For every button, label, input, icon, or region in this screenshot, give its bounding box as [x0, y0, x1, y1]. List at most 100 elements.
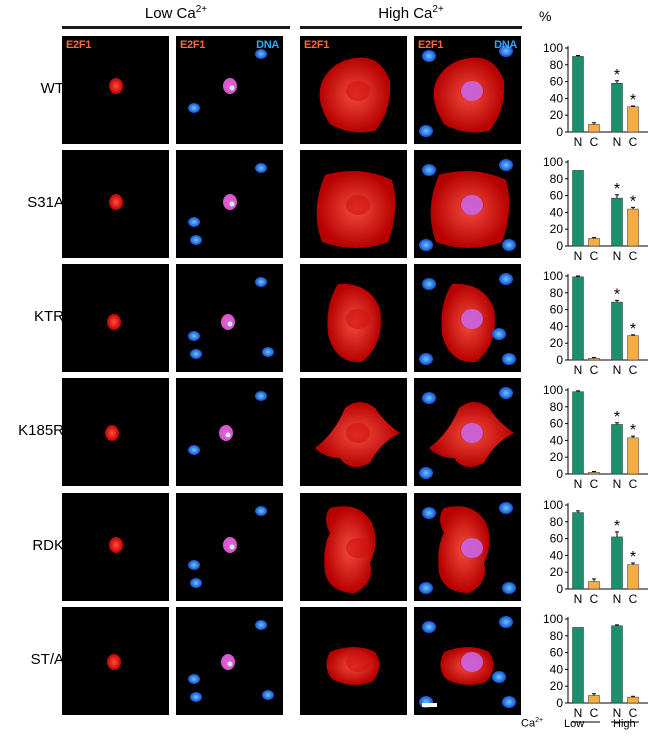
e2f1-channel-label: E2F1 [66, 39, 92, 51]
micrograph-high-merge [414, 378, 521, 486]
y-tick-label: 0 [556, 696, 563, 710]
bar-chart-rdk: 0 20 40 60 80 100 N C * N * C [536, 497, 650, 613]
row-label: K185R [18, 422, 64, 439]
bar-chart-ktr: 0 20 40 60 80 100 N C * N * C [536, 268, 650, 384]
y-tick-label: 100 [543, 383, 563, 397]
micrograph-low-e2f1: E2F1 [62, 36, 169, 144]
x-category-label: N [574, 592, 583, 606]
significance-star: * [630, 422, 636, 439]
micrograph-high-e2f1 [300, 264, 407, 372]
micrograph-low-merge [176, 607, 283, 715]
micrograph-high-merge [414, 493, 521, 601]
ca-text: Ca [521, 717, 536, 730]
y-tick-label: 0 [556, 582, 563, 596]
header-high-ca: High Ca2+ [300, 4, 522, 22]
y-tick-label: 20 [550, 336, 564, 350]
x-category-label: C [629, 249, 638, 263]
x-category-label: C [590, 363, 599, 377]
micrograph-low-merge [176, 264, 283, 372]
nuclear-bar [572, 512, 584, 590]
cytoplasmic-bar [588, 472, 600, 475]
y-tick-label: 60 [550, 303, 564, 317]
row-label: WT [40, 80, 64, 97]
cytoplasmic-bar [627, 335, 639, 361]
significance-star: * [614, 518, 620, 535]
y-tick-label: 100 [543, 498, 563, 512]
y-tick-label: 80 [550, 58, 564, 72]
micrograph-high-e2f1 [300, 607, 407, 715]
micrograph-low-e2f1 [62, 607, 169, 715]
y-tick-label: 80 [550, 172, 564, 186]
micrograph-low-e2f1 [62, 150, 169, 258]
micrograph-high-merge [414, 264, 521, 372]
micrograph-high-e2f1 [300, 378, 407, 486]
cytoplasmic-bar [627, 208, 639, 247]
nuclear-bar [572, 276, 584, 361]
bar-chart-k185r: 0 20 40 60 80 100 N C * N * C [536, 382, 650, 498]
y-tick-label: 60 [550, 75, 564, 89]
micrograph-high-e2f1 [300, 493, 407, 601]
micrograph-low-merge [176, 493, 283, 601]
x-category-label: C [629, 135, 638, 149]
y-tick-label: 40 [550, 319, 564, 333]
y-tick-label: 20 [550, 565, 564, 579]
header-high-underline [300, 26, 522, 29]
significance-star: * [614, 67, 620, 84]
nuclear-bar [611, 197, 623, 247]
y-tick-label: 100 [543, 41, 563, 55]
y-tick-label: 60 [550, 189, 564, 203]
x-category-label: N [613, 592, 622, 606]
micrograph-low-merge: E2F1 DNA [176, 36, 283, 144]
micrograph-low-e2f1 [62, 378, 169, 486]
micrograph-high-merge [414, 150, 521, 258]
y-tick-label: 100 [543, 612, 563, 626]
y-tick-label: 0 [556, 239, 563, 253]
y-tick-label: 40 [550, 205, 564, 219]
x-category-label: N [613, 249, 622, 263]
y-tick-label: 20 [550, 679, 564, 693]
x-category-label: C [590, 706, 599, 720]
x-category-label: N [574, 477, 583, 491]
nuclear-bar [572, 627, 584, 704]
y-tick-label: 40 [550, 91, 564, 105]
x-category-label: N [613, 363, 622, 377]
y-tick-label: 0 [556, 125, 563, 139]
header-low-text: Low Ca [144, 5, 196, 22]
x-category-label: C [590, 592, 599, 606]
cytoplasmic-bar [627, 564, 639, 590]
cytoplasmic-bar [588, 358, 600, 361]
scale-bar [422, 703, 437, 707]
x-category-label: N [613, 477, 622, 491]
ca-sup: 2+ [535, 717, 544, 724]
micrograph-low-e2f1 [62, 264, 169, 372]
header-low-underline [62, 26, 290, 29]
y-tick-label: 0 [556, 353, 563, 367]
x-category-label: C [629, 706, 638, 720]
header-high-text: High Ca [378, 5, 433, 22]
y-tick-label: 20 [550, 450, 564, 464]
nuclear-bar [572, 56, 584, 133]
x-category-label: C [590, 477, 599, 491]
micrograph-high-merge: E2F1 DNA [414, 36, 521, 144]
e2f1-channel-label: E2F1 [180, 39, 206, 51]
micrograph-low-merge [176, 378, 283, 486]
nuclear-bar [611, 83, 623, 133]
percent-axis-label: % [539, 8, 552, 24]
x-category-label: C [590, 249, 599, 263]
ca-footer-label: Ca2+ [521, 717, 543, 730]
cytoplasmic-bar [627, 437, 639, 475]
cytoplasmic-bar [627, 696, 639, 704]
y-tick-label: 80 [550, 400, 564, 414]
row-label: ST/A [30, 651, 64, 668]
y-tick-label: 40 [550, 548, 564, 562]
x-category-label: N [613, 135, 622, 149]
x-category-label: N [613, 706, 622, 720]
cytoplasmic-bar [588, 124, 600, 133]
micrograph-high-e2f1 [300, 150, 407, 258]
significance-star: * [630, 549, 636, 566]
x-category-label: N [574, 706, 583, 720]
